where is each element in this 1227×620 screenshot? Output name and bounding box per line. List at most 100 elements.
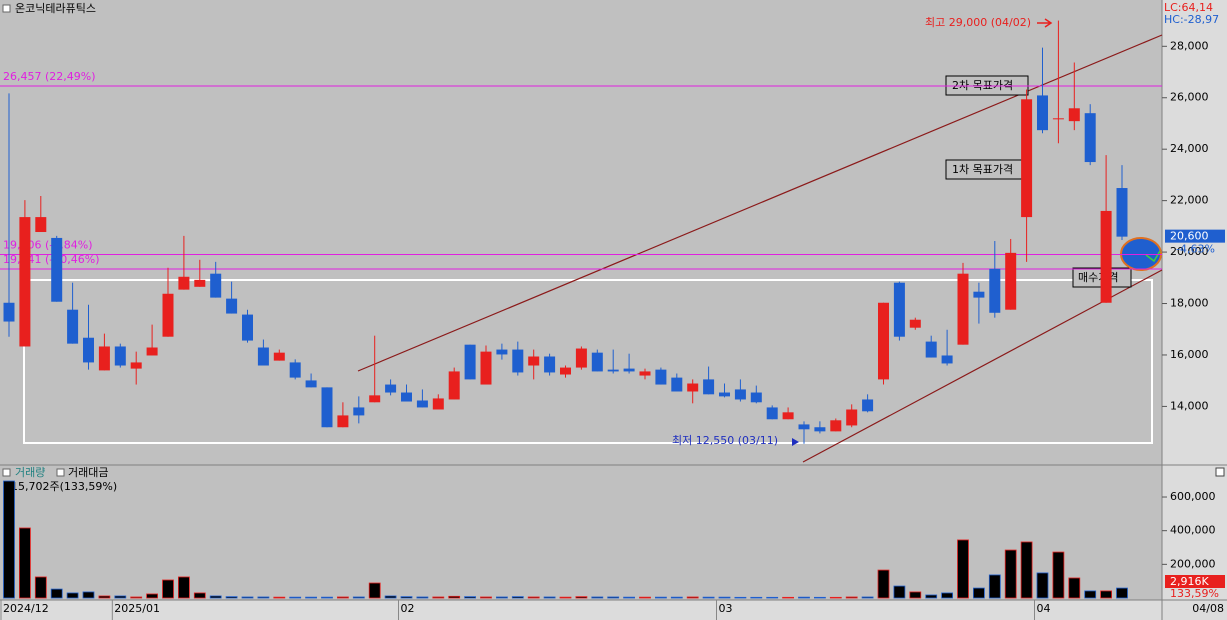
volume-bar [893, 585, 906, 599]
candle-body [242, 314, 253, 341]
y-tick-label: 24,000 [1170, 142, 1209, 155]
candle-body [1052, 118, 1064, 120]
price-tag-label: 20,600 [1170, 230, 1209, 243]
low-annotation: 최저 12,550 (03/11) [672, 434, 778, 447]
volume-pane [0, 466, 1162, 600]
candle-body [798, 424, 810, 430]
title-icon [2, 4, 11, 13]
candle-body [703, 379, 715, 395]
price-change-label: -4,63% [1176, 243, 1215, 256]
volume-tag [1165, 575, 1225, 588]
candle-body [607, 369, 619, 372]
candle-body [528, 356, 540, 366]
volume-bar [941, 592, 953, 599]
bottom-axis [0, 600, 1227, 620]
y-tick-label: 28,000 [1170, 39, 1209, 52]
volume-header: 915,702주(133,59%) [4, 480, 117, 493]
candle-body [687, 383, 699, 392]
volume-bar [1020, 541, 1033, 599]
volume-bar [66, 592, 79, 599]
volume-bar [177, 576, 190, 599]
volume-bar [1004, 549, 1017, 599]
volume-bar [607, 596, 620, 599]
candle-body [130, 362, 142, 369]
volume-bar [734, 596, 747, 599]
volume-bar [909, 591, 922, 599]
volume-bar [1036, 572, 1049, 599]
close-button[interactable] [1215, 467, 1225, 477]
candle-body [893, 282, 905, 337]
candle-body [464, 344, 476, 380]
candle-body [909, 319, 921, 328]
volume-bar [3, 480, 15, 599]
volume-bar [289, 596, 302, 599]
candle-body [146, 347, 158, 356]
y-tick-label: 18,000 [1170, 297, 1209, 310]
low-arrow [792, 438, 799, 446]
candle-body [830, 420, 842, 432]
y-tick-label: 16,000 [1170, 348, 1209, 361]
volume-bar [480, 596, 492, 599]
volume-tag-label: 2,916K [1170, 575, 1209, 588]
candle-body [448, 371, 460, 400]
y-tick-label: 20,000 [1170, 245, 1209, 258]
candle-body [1084, 113, 1096, 163]
volume-tick-label: 600,000 [1170, 490, 1216, 503]
candle-body [1021, 99, 1033, 218]
high-annotation: 최고 29,000 (04/02) [925, 16, 1031, 29]
volume-bar [193, 592, 206, 599]
candle-body [353, 407, 365, 416]
volume-bar [750, 596, 763, 599]
volume-bar [1116, 587, 1128, 599]
amount-tab[interactable]: 거래대금 [68, 466, 108, 479]
volume-bar [575, 596, 588, 599]
volume-bar [686, 596, 699, 599]
volume-bar [336, 596, 349, 599]
candle-body [750, 392, 762, 403]
volume-bar [273, 596, 286, 599]
reference-label: 26,457 (22,49%) [3, 70, 96, 83]
candle-body [623, 368, 635, 372]
candle-body [401, 392, 412, 402]
candle-body [385, 384, 397, 393]
volume-bar [829, 596, 842, 599]
volume-bar [655, 596, 667, 599]
volume-bar [225, 596, 238, 599]
volume-bar [1068, 577, 1081, 599]
candle-body [639, 371, 651, 376]
volume-bar [670, 596, 683, 599]
candle-body [289, 362, 301, 378]
volume-bar [209, 595, 222, 599]
candle-body [273, 352, 285, 361]
candle-body [814, 427, 826, 432]
candle-body [19, 217, 31, 347]
candle-body [766, 407, 778, 420]
candle-body [719, 392, 730, 397]
volume-bar [511, 596, 524, 599]
volume-tab[interactable]: 거래량 [15, 466, 45, 479]
candle-body [862, 399, 874, 412]
price-tag [1165, 229, 1225, 243]
candle-body [591, 352, 603, 372]
reference-label: 19,906 (-7,84%) [3, 238, 92, 251]
volume-bar [146, 593, 159, 599]
candle-body [257, 347, 269, 366]
y-tick-label: 26,000 [1170, 91, 1209, 104]
candle-body [512, 349, 524, 373]
candle-body [782, 412, 794, 420]
candle-body [3, 302, 15, 322]
candle-body [305, 380, 317, 388]
volume-bar [718, 596, 731, 599]
volume-tick-label: 200,000 [1170, 557, 1216, 570]
x-tick-label: 03 [719, 602, 733, 615]
volume-bar [321, 596, 333, 599]
y-tick-label: 22,000 [1170, 194, 1209, 207]
volume-bar [18, 527, 31, 599]
target1-label: 1차 목표가격 [952, 163, 1013, 176]
candle-body [480, 351, 492, 385]
candle-body [973, 291, 985, 298]
volume-change-label: 133,59% [1170, 587, 1219, 600]
volume-bar [543, 596, 556, 599]
volume-bar [861, 596, 874, 599]
volume-bar [814, 596, 826, 599]
